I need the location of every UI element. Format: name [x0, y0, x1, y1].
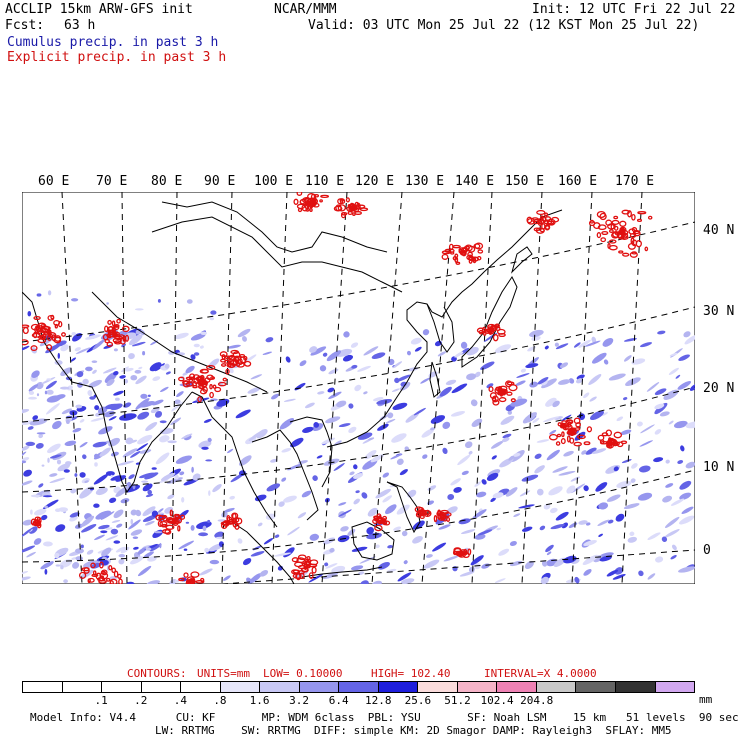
colorbar-segment	[497, 682, 537, 692]
colorbar	[22, 681, 695, 693]
colorbar-segment	[299, 682, 340, 692]
lon-label: 90 E	[204, 174, 236, 189]
lat-label: 40 N	[703, 223, 735, 238]
forecast-label: Fcst:	[5, 18, 45, 33]
colorbar-segment	[62, 682, 103, 692]
explicit-precip-contours	[22, 192, 653, 584]
lon-label: 60 E	[38, 174, 70, 189]
colorbar-tick-label: 204.8	[520, 694, 554, 707]
colorbar-segment	[615, 682, 656, 692]
lon-label: 110 E	[305, 174, 345, 189]
colorbar-tick-label: 25.6	[404, 694, 432, 707]
model-info-line1: Model Info: V4.4 CU: KF MP: WDM 6class P…	[30, 711, 739, 724]
lon-label: 100 E	[254, 174, 294, 189]
colorbar-segment	[339, 682, 379, 692]
colorbar-segment	[655, 682, 695, 692]
precipitation-map	[22, 192, 695, 584]
colorbar-segment	[418, 682, 458, 692]
lat-label: 20 N	[703, 381, 735, 396]
valid-time: Valid: 03 UTC Mon 25 Jul 22 (12 KST Mon …	[308, 18, 700, 33]
colorbar-tick-label: 6.4	[328, 694, 349, 707]
colorbar-tick-label: .1	[94, 694, 108, 707]
colorbar-tick-label: 1.6	[249, 694, 270, 707]
contours-high: HIGH= 102.40	[371, 667, 451, 680]
model-info-line2: LW: RRTMG SW: RRTMG DIFF: simple KM: 2D …	[155, 724, 672, 737]
colorbar-segment	[260, 682, 300, 692]
contours-low: LOW= 0.10000	[263, 667, 343, 680]
lon-label: 150 E	[505, 174, 545, 189]
contours-label: CONTOURS:	[127, 667, 187, 680]
colorbar-segment	[536, 682, 577, 692]
colorbar-segment	[576, 682, 616, 692]
colorbar-unit: mm	[699, 693, 713, 706]
colorbar-segment	[102, 682, 142, 692]
colorbar-segment	[457, 682, 498, 692]
lon-label: 70 E	[96, 174, 128, 189]
lon-label: 120 E	[355, 174, 395, 189]
colorbar-segment	[141, 682, 182, 692]
colorbar-segment	[23, 682, 63, 692]
lat-label: 0	[703, 543, 711, 558]
colorbar-tick-label: .2	[134, 694, 148, 707]
colorbar-tick-label: 102.4	[480, 694, 514, 707]
lat-label: 10 N	[703, 460, 735, 475]
lon-label: 160 E	[558, 174, 598, 189]
lon-label: 140 E	[455, 174, 495, 189]
organization-label: NCAR/MMM	[274, 2, 337, 17]
colorbar-segment	[220, 682, 261, 692]
contours-units: UNITS=mm	[197, 667, 250, 680]
lon-label: 80 E	[151, 174, 183, 189]
colorbar-tick-label: 51.2	[444, 694, 471, 707]
plot-title: ACCLIP 15km ARW-GFS init	[5, 2, 193, 17]
colorbar-tick-label: .8	[213, 694, 227, 707]
colorbar-segment	[181, 682, 221, 692]
lat-label: 30 N	[703, 304, 735, 319]
contours-interval: INTERVAL=X 4.0000	[484, 667, 597, 680]
init-time: Init: 12 UTC Fri 22 Jul 22	[532, 2, 736, 17]
colorbar-tick-label: 3.2	[289, 694, 310, 707]
colorbar-segment	[378, 682, 419, 692]
lon-label: 130 E	[405, 174, 445, 189]
explicit-legend: Explicit precip. in past 3 h	[7, 50, 227, 65]
cumulus-precip-areas	[22, 290, 695, 584]
cumulus-legend: Cumulus precip. in past 3 h	[7, 35, 219, 50]
colorbar-tick-label: .4	[173, 694, 187, 707]
forecast-hour: 63 h	[64, 18, 96, 33]
coastlines	[22, 201, 563, 584]
colorbar-tick-label: 12.8	[365, 694, 392, 707]
lat-lon-grid	[22, 192, 695, 584]
lon-label: 170 E	[615, 174, 655, 189]
